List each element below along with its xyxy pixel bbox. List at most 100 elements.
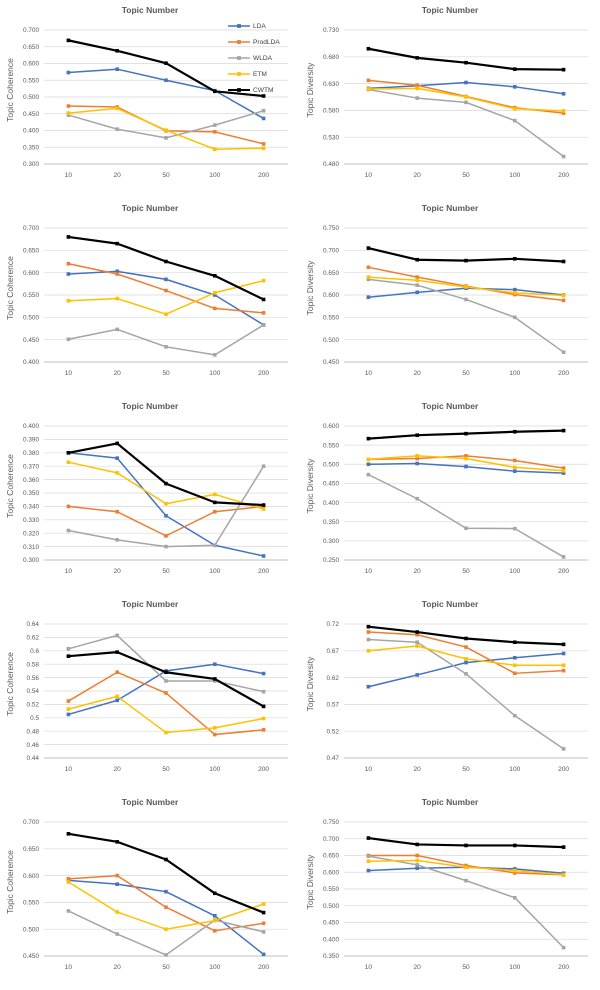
data-point xyxy=(464,660,468,665)
data-point xyxy=(66,880,71,884)
data-point xyxy=(561,350,566,354)
svg-text:0.450: 0.450 xyxy=(323,920,339,927)
svg-text:200: 200 xyxy=(558,370,569,377)
legend-label: ProdLDA xyxy=(253,39,280,46)
data-point xyxy=(213,306,217,311)
line-chart: 0.450 0.500 0.550 0.600 0.650 0.700 10 20 50 100 2… xyxy=(23,819,288,971)
data-point xyxy=(261,278,266,283)
data-point xyxy=(66,299,71,303)
data-point xyxy=(164,927,168,931)
line-chart: 0.350 0.400 0.450 0.500 0.550 0.600 0.650 0.700… xyxy=(323,819,588,971)
data-point xyxy=(464,60,468,65)
series-ProdLDA xyxy=(66,873,266,933)
svg-text:20: 20 xyxy=(414,370,422,377)
data-point xyxy=(464,258,468,263)
data-point xyxy=(261,323,266,327)
svg-text:100: 100 xyxy=(209,172,220,179)
data-point xyxy=(213,726,217,730)
svg-text:0.730: 0.730 xyxy=(323,27,339,34)
x-tick-labels: 10 20 50 100 200 xyxy=(365,370,570,377)
chart-title: Topic Number xyxy=(121,203,179,213)
data-point xyxy=(115,840,119,844)
gridlines xyxy=(44,29,288,165)
data-point xyxy=(261,464,266,468)
svg-text:0.300: 0.300 xyxy=(323,538,339,545)
line-chart: 0.44 0.46 0.48 0.5 0.52 0.54 0.56 0.58 0.6 0.62 0.… xyxy=(27,621,288,773)
svg-text:10: 10 xyxy=(365,370,373,377)
x-tick-labels: 10 20 50 100 200 xyxy=(65,568,270,575)
svg-text:200: 200 xyxy=(258,370,269,377)
data-point xyxy=(66,38,71,43)
data-point xyxy=(66,111,71,115)
line-chart: 0.480 0.530 0.580 0.630 0.680 0.730 10 20 50 100 2… xyxy=(323,27,588,179)
svg-text:0.5: 0.5 xyxy=(30,715,39,722)
data-point xyxy=(415,96,419,100)
svg-text:0.650: 0.650 xyxy=(23,846,39,853)
chart-cell-row1-coherence: Topic Number Topic Coherence 0.300 0.350 0… xyxy=(0,0,300,198)
svg-text:0.500: 0.500 xyxy=(23,926,39,933)
svg-text:0.700: 0.700 xyxy=(323,836,339,843)
chart-title: Topic Number xyxy=(421,599,479,609)
data-point xyxy=(415,275,419,279)
data-point xyxy=(115,272,119,276)
svg-text:0.600: 0.600 xyxy=(23,270,39,277)
series-CWTM xyxy=(366,624,566,647)
data-point xyxy=(115,127,119,131)
data-point xyxy=(561,91,566,96)
data-point xyxy=(464,454,468,458)
data-point xyxy=(261,142,266,146)
svg-text:0.550: 0.550 xyxy=(23,900,39,907)
svg-text:0.530: 0.530 xyxy=(323,134,339,141)
svg-text:0.500: 0.500 xyxy=(323,337,339,344)
data-point xyxy=(261,704,266,709)
series-WLDA xyxy=(366,472,566,559)
data-point xyxy=(66,646,71,651)
svg-text:0.500: 0.500 xyxy=(323,903,339,910)
data-point xyxy=(366,246,371,250)
data-point xyxy=(213,677,217,681)
svg-text:0.630: 0.630 xyxy=(323,81,339,88)
x-tick-labels: 10 20 50 100 200 xyxy=(65,766,270,773)
data-point xyxy=(415,866,419,871)
svg-text:0.54: 0.54 xyxy=(27,688,40,695)
data-point xyxy=(415,632,419,637)
svg-text:0.58: 0.58 xyxy=(27,661,40,668)
data-point xyxy=(513,713,517,718)
data-point xyxy=(513,469,517,473)
series-LDA xyxy=(366,651,566,689)
y-tick-labels: 0.400 0.450 0.500 0.550 0.600 0.650 0.700 xyxy=(23,225,39,366)
data-point xyxy=(164,534,168,538)
svg-text:10: 10 xyxy=(65,766,73,773)
data-point xyxy=(213,891,217,896)
data-point xyxy=(464,456,468,461)
data-point xyxy=(561,293,566,298)
svg-text:0.350: 0.350 xyxy=(323,519,339,526)
series-ETM xyxy=(66,460,266,511)
svg-text:50: 50 xyxy=(162,568,170,575)
chart-title: Topic Number xyxy=(421,401,479,411)
series-ProdLDA xyxy=(366,853,566,877)
svg-text:20: 20 xyxy=(114,172,122,179)
svg-text:0.48: 0.48 xyxy=(27,728,40,735)
svg-text:0.650: 0.650 xyxy=(23,248,39,255)
data-point xyxy=(513,106,517,111)
data-point xyxy=(164,61,168,65)
data-point xyxy=(513,257,517,261)
svg-text:0.450: 0.450 xyxy=(323,481,339,488)
svg-text:200: 200 xyxy=(558,766,569,773)
data-point xyxy=(561,668,566,673)
data-point xyxy=(464,464,468,469)
data-point xyxy=(115,296,119,301)
svg-text:0.750: 0.750 xyxy=(323,819,339,826)
series-ETM xyxy=(366,86,566,113)
data-point xyxy=(261,116,266,121)
svg-text:200: 200 xyxy=(558,568,569,575)
series-ProdLDA xyxy=(66,670,266,737)
data-point xyxy=(261,902,266,906)
svg-text:0.6: 0.6 xyxy=(30,648,39,655)
data-point xyxy=(164,953,168,957)
data-point xyxy=(261,94,266,98)
x-tick-labels: 10 20 50 100 200 xyxy=(65,370,270,377)
data-point xyxy=(415,853,419,858)
series-ProdLDA xyxy=(366,265,566,303)
